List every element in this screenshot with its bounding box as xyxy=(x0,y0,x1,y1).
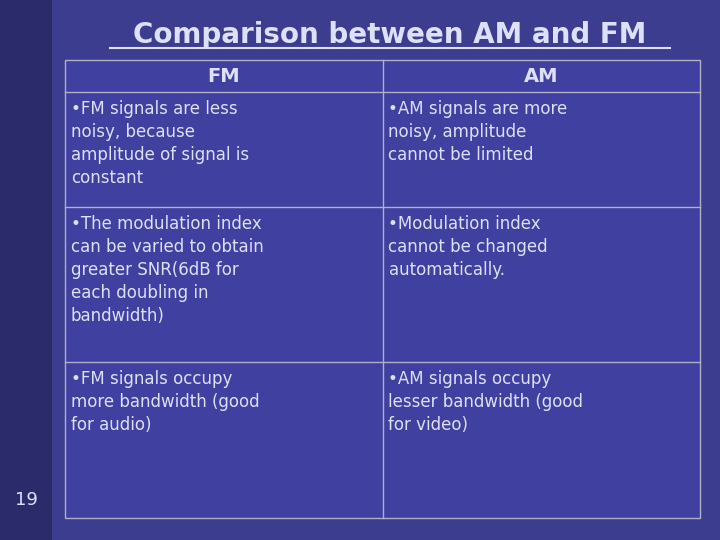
Text: 19: 19 xyxy=(14,491,37,509)
Text: •FM signals are less
noisy, because
amplitude of signal is
constant: •FM signals are less noisy, because ampl… xyxy=(71,100,249,187)
Text: •AM signals are more
noisy, amplitude
cannot be limited: •AM signals are more noisy, amplitude ca… xyxy=(389,100,568,164)
Bar xyxy=(382,60,700,518)
Text: AM: AM xyxy=(524,66,559,85)
Text: •Modulation index
cannot be changed
automatically.: •Modulation index cannot be changed auto… xyxy=(389,215,548,279)
Bar xyxy=(65,60,700,518)
Text: •The modulation index
can be varied to obtain
greater SNR(6dB for
each doubling : •The modulation index can be varied to o… xyxy=(71,215,264,325)
Bar xyxy=(65,60,700,518)
Text: •AM signals occupy
lesser bandwidth (good
for video): •AM signals occupy lesser bandwidth (goo… xyxy=(389,370,583,434)
Bar xyxy=(65,60,382,518)
Text: FM: FM xyxy=(207,66,240,85)
Bar xyxy=(0,0,52,540)
Text: •FM signals occupy
more bandwidth (good
for audio): •FM signals occupy more bandwidth (good … xyxy=(71,370,260,434)
Text: Comparison between AM and FM: Comparison between AM and FM xyxy=(133,21,647,49)
